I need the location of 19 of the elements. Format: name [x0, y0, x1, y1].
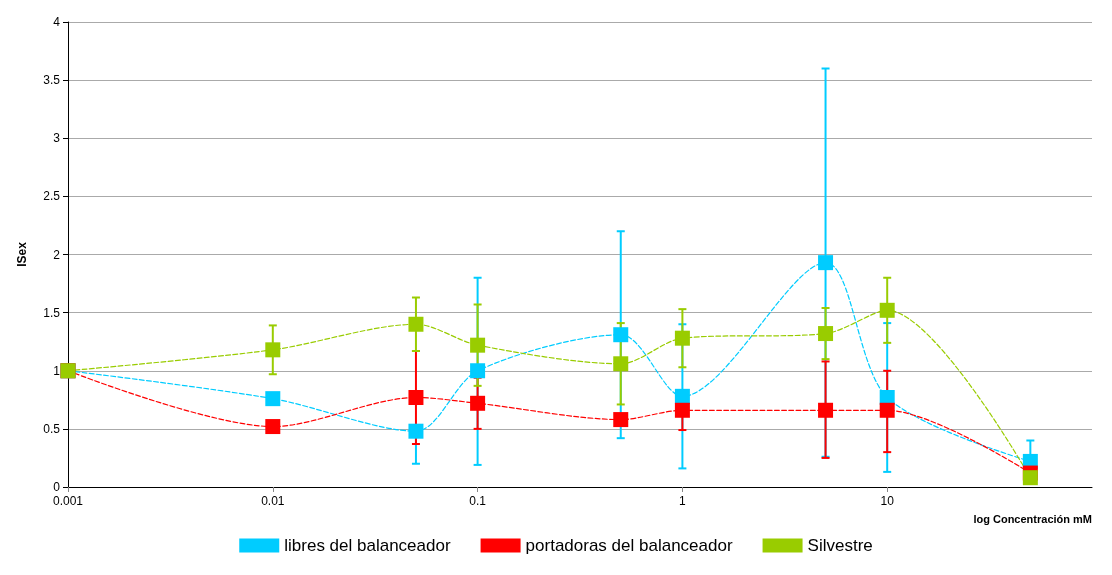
y-axis-title: ISex [15, 241, 29, 267]
x-tick-label: 0.01 [261, 494, 285, 508]
y-tick-label: 1.5 [43, 305, 61, 320]
y-tick-label: 0 [53, 480, 61, 494]
x-tick-label: 0.001 [52, 494, 84, 508]
x-tick-label: 10 [880, 494, 895, 508]
y-tick-label: 1 [53, 363, 61, 378]
legend-label: portadoras del balanceador [525, 536, 733, 555]
legend-label: Silvestre [807, 536, 873, 555]
y-tick-label: 2.5 [43, 189, 61, 204]
x-tick-label: 0.1 [469, 494, 487, 508]
legend-label: libres del balanceador [284, 536, 451, 555]
y-tick-label: 2 [53, 247, 61, 262]
x-tick-label: 1 [679, 494, 687, 508]
y-tick-label: 4 [53, 15, 61, 29]
y-tick-label: 3.5 [43, 73, 61, 88]
y-tick-label: 3 [53, 131, 61, 146]
x-axis-title: log Concentración mM [973, 512, 1092, 525]
y-tick-label: 0.5 [43, 421, 61, 436]
